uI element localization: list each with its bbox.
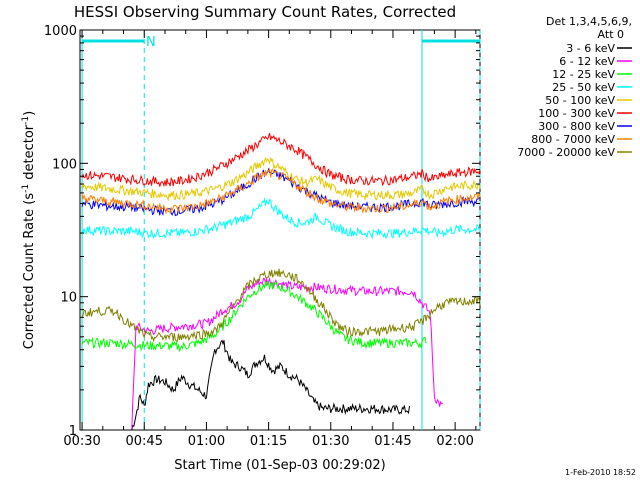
legend-label: 3 - 6 keV xyxy=(566,42,615,55)
legend-label: 7000 - 20000 keV xyxy=(517,146,615,159)
y-axis-label-sup2: -1 xyxy=(21,116,31,125)
series-line xyxy=(81,268,481,343)
y-tick-label: 1 xyxy=(69,424,77,439)
y-tick-label: 10 xyxy=(60,291,77,306)
series-line xyxy=(81,132,481,188)
legend-label: 50 - 100 keV xyxy=(545,94,615,107)
legend-label: 6 - 12 keV xyxy=(559,55,615,68)
timestamp: 1-Feb-2010 18:52 xyxy=(565,468,636,477)
x-tick-label: 00:30 xyxy=(63,434,100,449)
series-line xyxy=(81,280,427,352)
night-markers xyxy=(81,30,481,430)
x-tick-label: 01:30 xyxy=(312,434,349,449)
legend-header-line2: Att 0 xyxy=(598,28,624,41)
y-axis-label-part3: ) xyxy=(22,111,37,116)
x-axis-label: Start Time (01-Sep-03 00:29:02) xyxy=(174,458,385,473)
x-tick-label: 00:45 xyxy=(126,434,163,449)
x-tick-label: 02:00 xyxy=(436,434,473,449)
y-axis-label-part1: Corrected Count Rate (s xyxy=(22,193,37,350)
chart-title: HESSI Observing Summary Count Rates, Cor… xyxy=(74,3,456,21)
x-axis: 00:30 00:45 01:00 01:15 01:30 01:45 02:00 xyxy=(63,30,477,449)
legend-header-line1: Det 1,3,4,5,6,9, xyxy=(546,15,632,28)
y-axis: 1 10 100 1000 xyxy=(44,24,480,439)
x-tick-label: 01:15 xyxy=(250,434,287,449)
y-tick-label: 100 xyxy=(52,157,77,172)
x-tick-label: 01:45 xyxy=(374,434,411,449)
plot-frame xyxy=(79,29,481,431)
series-line xyxy=(81,156,481,202)
y-axis-label-sup1: -1 xyxy=(21,184,31,193)
y-axis-label: Corrected Count Rate (s-1 detector-1) xyxy=(21,111,37,349)
x-tick-label: 01:00 xyxy=(188,434,225,449)
series-line xyxy=(131,339,410,431)
y-tick-label: 1000 xyxy=(44,24,77,39)
series-line xyxy=(81,167,481,215)
series-line xyxy=(81,197,481,240)
legend-label: 300 - 800 keV xyxy=(538,120,615,133)
night-marker-label: N xyxy=(146,35,156,50)
legend-label: 12 - 25 keV xyxy=(552,68,615,81)
y-axis-label-part2: detector xyxy=(22,124,37,184)
legend-label: 800 - 7000 keV xyxy=(531,133,615,146)
legend-label: 25 - 50 keV xyxy=(552,81,615,94)
series-lines xyxy=(81,132,481,431)
plot-area: N xyxy=(79,29,481,431)
legend-label: 100 - 300 keV xyxy=(538,107,615,120)
